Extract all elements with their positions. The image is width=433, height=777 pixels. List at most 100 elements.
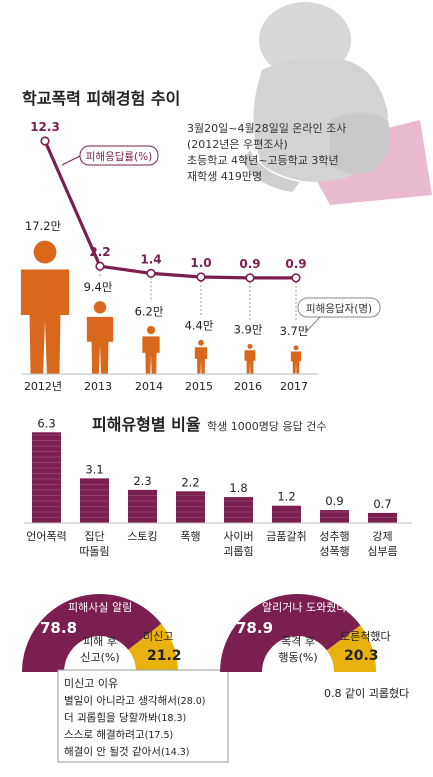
- sad-child-icon: [242, 2, 432, 205]
- bar: [80, 478, 109, 523]
- report-pie-major-value: 78.8: [40, 619, 77, 637]
- survey-note-line-1: 3월20일~4월28일일 온라인 조사: [187, 121, 346, 135]
- type-title: 피해유형별 비율: [92, 415, 201, 434]
- x-tick-label: 2014: [135, 380, 163, 393]
- bar: [176, 491, 205, 523]
- bar-value-label: 3.1: [85, 462, 103, 476]
- person-head: [33, 240, 57, 264]
- rate-point: [95, 261, 105, 271]
- bar: [32, 432, 61, 523]
- rate-legend-box: [79, 145, 159, 166]
- rate-label: 0.9: [285, 257, 306, 271]
- rate-point: [245, 273, 255, 283]
- rate-label: 12.3: [30, 120, 60, 134]
- person-head: [198, 339, 204, 346]
- rate-label: 2.2: [89, 245, 110, 259]
- bar-value-label: 0.9: [325, 494, 343, 508]
- bar-value-label: 2.2: [181, 475, 199, 489]
- survey-note-line-4: 재학생 419만명: [187, 170, 262, 183]
- witness-pie-minor-value: 20.3: [344, 648, 379, 664]
- witness-pie-major-value: 78.9: [236, 619, 273, 637]
- bar-value-label: 1.2: [277, 490, 295, 504]
- reason-row: 별일이 아니라고 생각해서(28.0): [64, 694, 206, 707]
- person-figure-icon: [86, 301, 114, 374]
- witness-pie-center-1: 목격 후: [281, 635, 315, 648]
- bar-category-label: 강제: [372, 530, 392, 543]
- bar-category-label: 심부름: [367, 545, 397, 558]
- person-body: [142, 336, 160, 374]
- person-figure-icon: [142, 325, 160, 374]
- person-figure-icon: [20, 240, 70, 374]
- rate-point: [196, 272, 206, 282]
- count-legend-box: [297, 297, 381, 318]
- bar-category-label: 폭행: [180, 530, 200, 543]
- bar-category-label: 사이버: [223, 530, 253, 543]
- reason-row: 해결이 안 될것 같아서(14.3): [64, 745, 190, 758]
- count-legend-label: 피해응답자(명): [306, 302, 372, 315]
- bar-category-label: 스토킹: [127, 530, 157, 543]
- bar-category-label: 괴롭힘: [223, 545, 253, 558]
- report-pie-center-2: 신고(%): [80, 651, 119, 664]
- rate-line: [43, 140, 296, 280]
- count-series-legend: 피해응답자(명): [297, 297, 381, 333]
- bar-category-label: 금품갈취: [266, 529, 306, 543]
- bar-value-label: 2.3: [133, 474, 151, 488]
- count-label: 3.9만: [234, 323, 263, 337]
- pie-slice-major: [220, 593, 361, 672]
- rate-point: [291, 273, 301, 283]
- person-figure-icon: [194, 339, 208, 374]
- report-pie-minor-name: 미신고: [143, 630, 173, 643]
- count-label: 9.4만: [84, 280, 113, 294]
- pie-slice-major: [22, 594, 162, 672]
- x-tick-label: 2013: [84, 380, 112, 393]
- count-label: 3.7만: [280, 324, 309, 338]
- bar: [320, 510, 349, 523]
- x-tick-label: 2012년: [24, 380, 62, 393]
- person-head: [293, 345, 299, 351]
- type-subtitle: 학생 1000명당 응답 건수: [207, 420, 326, 433]
- count-label: 17.2만: [25, 219, 62, 233]
- person-body: [290, 351, 302, 374]
- trend-title: 학교폭력 피해경험 추이: [22, 89, 180, 108]
- report-pie: [22, 594, 178, 672]
- bar-category-label: 성추행: [319, 530, 349, 543]
- rate-point: [146, 268, 156, 279]
- witness-pie: [220, 593, 376, 672]
- pie-slice-minor: [326, 625, 376, 672]
- person-body: [20, 269, 70, 374]
- person-figure-icon: [244, 343, 256, 374]
- report-pie-center-1: 피해 후: [83, 634, 117, 648]
- reasons-box: 미신고 이유 별일이 아니라고 생각해서(28.0) 더 괴롭힘을 당할까봐(1…: [57, 669, 229, 763]
- person-head: [93, 301, 107, 314]
- witness-pie-center-2: 행동(%): [278, 651, 317, 664]
- count-label: 4.4만: [185, 319, 214, 333]
- bar-value-label: 6.3: [37, 416, 55, 430]
- survey-note-line-3: 초등학교 4학년~고등학교 3학년: [187, 154, 339, 167]
- witness-footnote: 0.8 같이 괴롭혔다: [324, 687, 409, 700]
- person-body: [86, 316, 114, 374]
- witness-pie-minor-name: 모른척했다: [340, 630, 391, 643]
- rate-legend-leader: [61, 155, 81, 166]
- report-pie-minor-value: 21.2: [147, 648, 182, 664]
- trend-chart: 17.2만 2012년 9.4만 2013 6.2만 2014 4.4만 2015 3.9만 20…: [20, 120, 309, 393]
- bar: [272, 505, 301, 523]
- person-figure-icon: [290, 345, 302, 374]
- rate-label: 0.9: [239, 257, 260, 271]
- x-tick-label: 2017: [280, 380, 308, 393]
- person-head: [146, 325, 156, 335]
- rate-label: 1.0: [190, 256, 211, 270]
- bar: [368, 512, 397, 523]
- bar-category-label: 언어폭력: [26, 530, 66, 543]
- reasons-title: 미신고 이유: [64, 677, 118, 690]
- bar-category-label: 따돌림: [79, 545, 109, 558]
- bar-value-label: 1.8: [229, 481, 247, 495]
- survey-note: 3월20일~4월28일일 온라인 조사 (2012년은 우편조사) 초등학교 4…: [187, 121, 346, 183]
- report-pie-major-name: 피해사실 알림: [68, 600, 132, 614]
- survey-note-line-2: (2012년은 우편조사): [187, 138, 288, 151]
- pie-slice-minor: [128, 623, 178, 672]
- person-body: [194, 347, 208, 374]
- rate-series-legend: 피해응답률(%): [61, 145, 159, 166]
- count-legend-leader: [305, 316, 321, 333]
- bar-category-label: 집단: [84, 530, 104, 543]
